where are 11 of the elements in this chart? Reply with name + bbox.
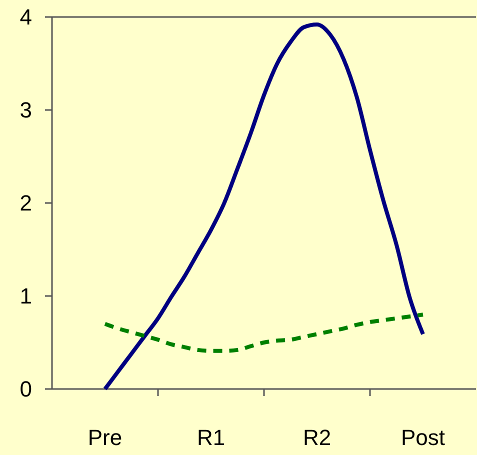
x-tick-label: R2 (302, 425, 332, 450)
line-series (103, 22, 425, 391)
x-tick-label: Post (400, 425, 446, 450)
line-series (103, 312, 425, 353)
y-tick-label: 1 (20, 284, 32, 309)
y-tick-label: 3 (20, 98, 32, 123)
y-tick-label: 0 (20, 376, 32, 402)
y-tick-label: 2 (20, 190, 32, 216)
x-tick-label: R1 (196, 425, 226, 450)
x-tick-label: Pre (88, 425, 122, 450)
y-tick-label: 4 (20, 4, 32, 30)
